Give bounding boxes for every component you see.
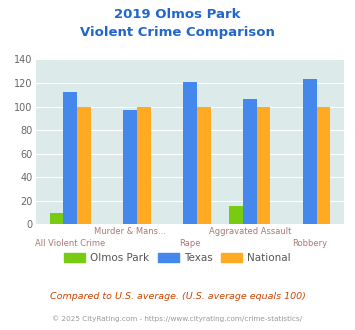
Bar <box>317 107 330 224</box>
Bar <box>243 99 257 224</box>
Legend: Olmos Park, Texas, National: Olmos Park, Texas, National <box>60 248 295 267</box>
Bar <box>123 110 137 224</box>
Bar <box>50 213 63 224</box>
Text: Compared to U.S. average. (U.S. average equals 100): Compared to U.S. average. (U.S. average … <box>50 292 305 301</box>
Bar <box>229 206 243 224</box>
Bar <box>257 107 271 224</box>
Text: © 2025 CityRating.com - https://www.cityrating.com/crime-statistics/: © 2025 CityRating.com - https://www.city… <box>53 315 302 322</box>
Bar <box>183 82 197 224</box>
Bar <box>63 92 77 224</box>
Bar <box>197 107 211 224</box>
Text: 2019 Olmos Park: 2019 Olmos Park <box>114 8 241 21</box>
Text: Violent Crime Comparison: Violent Crime Comparison <box>80 26 275 39</box>
Bar <box>303 80 317 224</box>
Bar <box>137 107 151 224</box>
Bar <box>77 107 91 224</box>
